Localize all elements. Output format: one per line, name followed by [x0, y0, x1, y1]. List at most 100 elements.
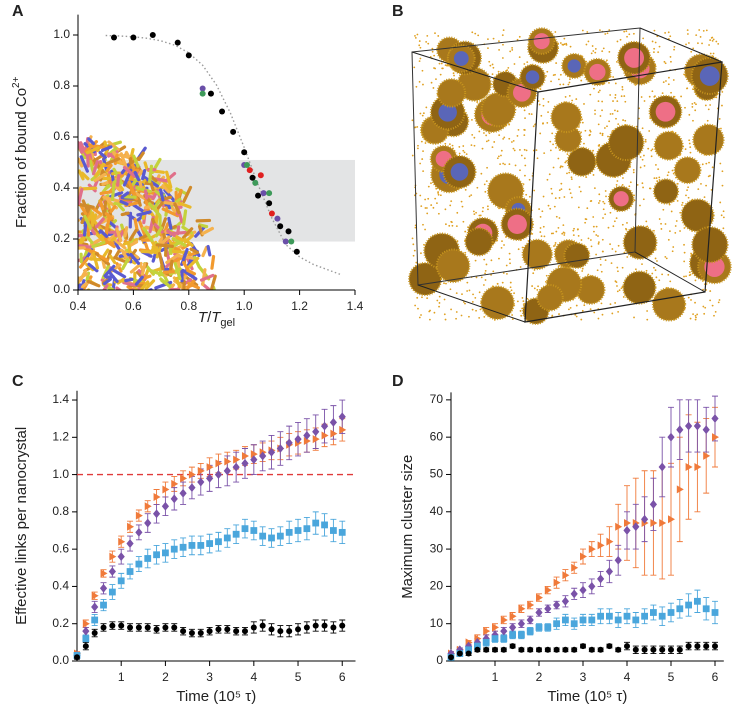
data-point [215, 538, 222, 546]
ligand-dot [433, 54, 436, 57]
ligand-dot [616, 180, 619, 182]
ligand-dot [536, 157, 539, 160]
data-point [241, 149, 248, 156]
nanocrystal-shell [673, 156, 702, 185]
ligand-dot [614, 109, 616, 112]
ligand-dot [692, 119, 694, 122]
ligand-dot [602, 208, 605, 211]
inset-strand [122, 281, 137, 287]
ligand-dot [665, 257, 668, 260]
ligand-dot [632, 169, 635, 171]
ligand-dot [545, 274, 548, 277]
data-point [266, 200, 273, 207]
ligand-dot [455, 311, 458, 313]
data-point [179, 488, 187, 498]
ligand-dot [522, 303, 525, 306]
data-point [623, 526, 631, 535]
ligand-dot [571, 99, 574, 102]
data-point [82, 643, 89, 650]
data-point [535, 608, 543, 617]
ligand-dot [431, 47, 434, 50]
inset-strand [92, 159, 99, 176]
ligand-dot [553, 205, 556, 208]
ligand-dot [608, 50, 611, 53]
ligand-dot [644, 140, 647, 143]
ligand-dot [592, 50, 595, 52]
ligand-dot [411, 237, 414, 240]
ligand-dot [642, 186, 644, 189]
ligand-dot [419, 194, 422, 197]
inset-strand [112, 268, 127, 279]
ligand-dot [702, 305, 705, 308]
ligand-dot [616, 285, 618, 287]
ligand-dot [418, 60, 421, 63]
ligand-dot [437, 212, 440, 215]
data-point [206, 473, 214, 483]
data-point [676, 425, 684, 435]
ligand-dot [546, 178, 549, 181]
data-point [249, 174, 256, 181]
ligand-dot [422, 83, 424, 86]
ligand-dot [633, 316, 635, 319]
ligand-dot [468, 315, 470, 318]
ligand-dot [456, 240, 459, 242]
inset-strand [107, 270, 119, 283]
data-point [153, 626, 160, 633]
ligand-dot [709, 39, 712, 41]
data-point [703, 451, 711, 460]
ligand-dot [557, 227, 560, 229]
data-point [474, 646, 481, 653]
ligand-dot [511, 49, 514, 51]
nanocrystal-shell [563, 242, 591, 269]
nanocrystal-shell [651, 287, 687, 322]
data-point [259, 451, 267, 461]
data-point [109, 552, 117, 561]
ligand-dot [453, 74, 455, 77]
inset-strand [104, 212, 114, 220]
ligand-dot [616, 290, 619, 293]
data-point [544, 646, 551, 653]
ligand-dot [597, 100, 600, 102]
inset-strand [85, 263, 95, 272]
data-point [99, 583, 108, 593]
ligand-dot [484, 269, 487, 272]
ligand-dot [506, 69, 509, 72]
data-point [312, 435, 320, 444]
ligand-dot [429, 318, 431, 321]
y-tick-label: 60 [430, 429, 444, 443]
data-point [246, 167, 253, 174]
ligand-dot [419, 46, 422, 49]
ligand-dot [561, 165, 564, 168]
inset-strand [136, 210, 152, 217]
x-tick-label: 1.2 [291, 299, 308, 313]
ligand-dot [498, 207, 500, 210]
data-point [694, 463, 702, 472]
ligand-dot [593, 311, 596, 314]
ligand-dot [502, 272, 505, 274]
ligand-dot [683, 227, 686, 229]
ligand-dot [621, 88, 624, 91]
ligand-dot [614, 82, 617, 85]
ligand-dot [478, 214, 481, 217]
data-point [536, 593, 543, 602]
inset-strand [119, 152, 128, 170]
ligand-dot [599, 264, 602, 266]
ligand-dot [560, 182, 563, 185]
ligand-dot [690, 50, 693, 53]
ligand-dot [602, 47, 605, 50]
ligand-dot [676, 182, 679, 185]
data-point [82, 635, 90, 643]
ligand-dot [616, 110, 619, 113]
data-point [483, 646, 490, 653]
ligand-dot [595, 225, 598, 228]
data-point [276, 532, 284, 540]
inset-strand [176, 225, 181, 236]
data-point [219, 108, 226, 115]
ligand-dot [709, 52, 712, 55]
inset-strand [132, 203, 146, 214]
ligand-dot [498, 40, 500, 43]
data-point [614, 555, 622, 565]
data-point [685, 643, 692, 650]
ligand-dot [570, 178, 573, 181]
ligand-dot [441, 67, 444, 70]
